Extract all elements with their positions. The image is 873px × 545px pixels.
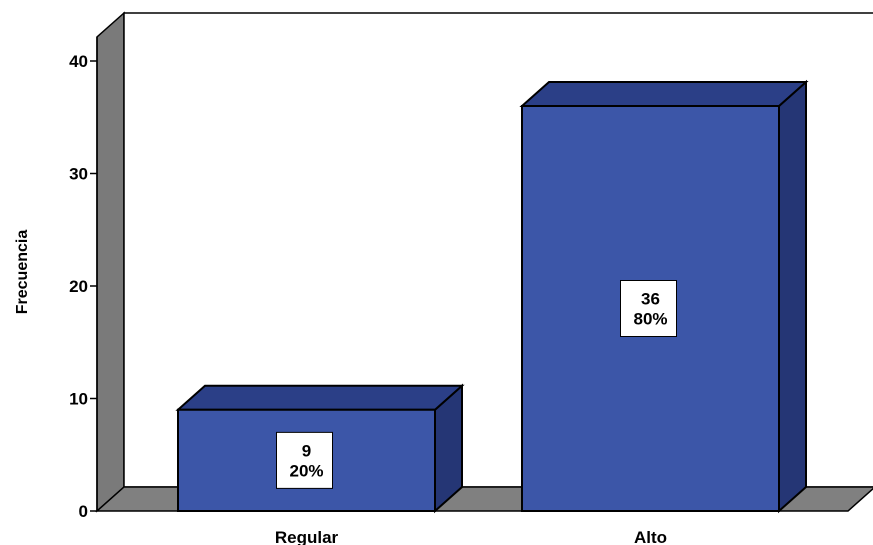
data-label-box: [276, 431, 333, 489]
bar-top-face: [519, 81, 809, 107]
y-tick-label: 0: [79, 502, 88, 521]
data-label-regular: 920%: [276, 431, 333, 489]
data-label-box: [620, 280, 677, 337]
bar-top-face: [175, 384, 465, 411]
bar-side-face: [778, 79, 807, 514]
data-label-percent: 80%: [633, 310, 667, 329]
y-tick-label: 30: [69, 165, 88, 184]
x-category-label: Alto: [634, 528, 667, 545]
y-axis: 0 10 20 30 40: [69, 37, 98, 521]
y-tick-label: 20: [69, 277, 88, 296]
left-wall: [96, 11, 125, 513]
y-tick-label: 10: [69, 390, 88, 409]
y-tick-label: 40: [69, 52, 88, 71]
y-axis-title: Frecuencia: [14, 230, 31, 315]
data-label-percent: 20%: [289, 461, 323, 480]
data-label-count: 9: [302, 441, 311, 460]
x-category-label: Regular: [275, 528, 339, 545]
bar-alto: [519, 79, 809, 514]
data-label-count: 36: [641, 290, 660, 309]
